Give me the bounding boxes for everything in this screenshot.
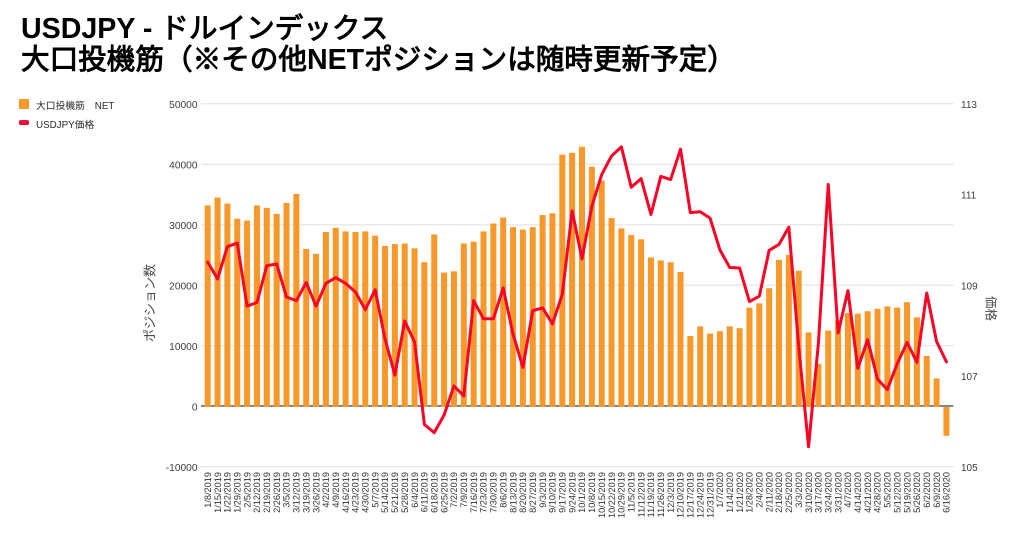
svg-text:7/23/2019: 7/23/2019 — [479, 472, 489, 513]
svg-text:価格: 価格 — [984, 296, 999, 322]
svg-text:7/9/2019: 7/9/2019 — [459, 472, 469, 508]
svg-text:3/10/2020: 3/10/2020 — [804, 472, 814, 513]
svg-text:12/31/2019: 12/31/2019 — [705, 472, 715, 518]
svg-text:11/19/2019: 11/19/2019 — [646, 472, 656, 517]
svg-text:6/16/2020: 6/16/2020 — [942, 472, 952, 513]
svg-text:2/19/2019: 2/19/2019 — [262, 472, 272, 513]
svg-text:6/9/2020: 6/9/2020 — [932, 472, 942, 508]
svg-text:1/22/2019: 1/22/2019 — [223, 472, 233, 513]
svg-text:3/26/2019: 3/26/2019 — [311, 472, 321, 513]
svg-text:10/8/2019: 10/8/2019 — [587, 472, 597, 513]
svg-text:2/18/2020: 2/18/2020 — [774, 472, 784, 513]
svg-text:7/16/2019: 7/16/2019 — [469, 472, 479, 513]
svg-text:1/15/2019: 1/15/2019 — [213, 472, 223, 513]
svg-text:40000: 40000 — [169, 161, 198, 172]
svg-text:6/25/2019: 6/25/2019 — [439, 472, 449, 513]
svg-text:9/24/2019: 9/24/2019 — [567, 472, 577, 513]
svg-text:8/27/2019: 8/27/2019 — [528, 472, 538, 513]
svg-text:8/20/2019: 8/20/2019 — [518, 472, 528, 513]
svg-text:2/11/2020: 2/11/2020 — [764, 472, 774, 512]
svg-text:10/1/2019: 10/1/2019 — [577, 472, 587, 513]
svg-text:50000: 50000 — [169, 100, 198, 111]
svg-text:7/2/2019: 7/2/2019 — [449, 472, 459, 508]
svg-text:107: 107 — [961, 372, 978, 383]
svg-text:5/12/2020: 5/12/2020 — [892, 472, 902, 513]
svg-text:20000: 20000 — [169, 282, 198, 293]
svg-text:2/25/2020: 2/25/2020 — [784, 472, 794, 513]
svg-text:4/23/2019: 4/23/2019 — [351, 472, 361, 513]
svg-text:2/12/2019: 2/12/2019 — [252, 472, 262, 513]
svg-text:5/21/2019: 5/21/2019 — [390, 472, 400, 513]
svg-text:6/11/2019: 6/11/2019 — [420, 472, 430, 512]
svg-text:6/4/2019: 6/4/2019 — [410, 472, 420, 508]
svg-text:1/28/2020: 1/28/2020 — [745, 472, 755, 513]
svg-text:4/30/2019: 4/30/2019 — [361, 472, 371, 513]
svg-text:11/12/2019: 11/12/2019 — [636, 472, 646, 517]
svg-text:5/5/2020: 5/5/2020 — [883, 472, 893, 508]
svg-text:9/17/2019: 9/17/2019 — [558, 472, 568, 513]
svg-text:5/26/2020: 5/26/2020 — [912, 472, 922, 513]
svg-text:9/3/2019: 9/3/2019 — [538, 472, 548, 508]
svg-text:4/16/2019: 4/16/2019 — [341, 472, 351, 513]
svg-text:-10000: -10000 — [166, 463, 198, 474]
svg-text:1/8/2019: 1/8/2019 — [203, 472, 213, 508]
svg-text:4/28/2020: 4/28/2020 — [873, 472, 883, 513]
svg-text:12/17/2019: 12/17/2019 — [686, 472, 696, 518]
svg-text:12/3/2019: 12/3/2019 — [666, 472, 676, 513]
svg-text:113: 113 — [961, 100, 977, 111]
svg-text:1/29/2019: 1/29/2019 — [232, 472, 242, 513]
svg-text:8/6/2019: 8/6/2019 — [498, 472, 508, 508]
svg-text:3/24/2020: 3/24/2020 — [823, 472, 833, 513]
svg-text:5/14/2019: 5/14/2019 — [380, 472, 390, 513]
svg-text:4/9/2019: 4/9/2019 — [331, 472, 341, 508]
svg-text:12/10/2019: 12/10/2019 — [676, 472, 686, 518]
svg-text:10/29/2019: 10/29/2019 — [617, 472, 627, 518]
svg-text:3/17/2020: 3/17/2020 — [814, 472, 824, 513]
svg-text:11/26/2019: 11/26/2019 — [656, 472, 666, 517]
svg-text:4/2/2019: 4/2/2019 — [321, 472, 331, 508]
svg-text:5/28/2019: 5/28/2019 — [400, 472, 410, 513]
svg-text:6/18/2019: 6/18/2019 — [429, 472, 439, 513]
svg-text:30000: 30000 — [169, 221, 198, 232]
svg-text:109: 109 — [961, 281, 978, 292]
svg-text:105: 105 — [961, 463, 978, 474]
svg-text:9/10/2019: 9/10/2019 — [548, 472, 558, 513]
svg-text:3/3/2020: 3/3/2020 — [794, 472, 804, 508]
svg-text:ポジション数: ポジション数 — [143, 264, 158, 342]
svg-text:10/22/2019: 10/22/2019 — [607, 472, 617, 518]
svg-text:3/31/2020: 3/31/2020 — [833, 472, 843, 513]
svg-text:5/7/2019: 5/7/2019 — [370, 472, 380, 508]
svg-text:4/7/2020: 4/7/2020 — [843, 472, 853, 508]
svg-text:1/14/2020: 1/14/2020 — [725, 472, 735, 513]
svg-text:1/21/2020: 1/21/2020 — [735, 472, 745, 513]
svg-text:0: 0 — [192, 403, 198, 414]
svg-text:7/30/2019: 7/30/2019 — [489, 472, 499, 513]
svg-text:6/2/2020: 6/2/2020 — [922, 472, 932, 508]
svg-text:2/5/2019: 2/5/2019 — [242, 472, 252, 508]
svg-text:3/5/2019: 3/5/2019 — [282, 472, 292, 508]
svg-text:2/26/2019: 2/26/2019 — [272, 472, 282, 513]
svg-text:111: 111 — [961, 191, 977, 202]
svg-text:3/19/2019: 3/19/2019 — [301, 472, 311, 513]
svg-text:10/15/2019: 10/15/2019 — [597, 472, 607, 518]
svg-text:5/19/2020: 5/19/2020 — [902, 472, 912, 513]
svg-text:12/24/2019: 12/24/2019 — [695, 472, 705, 518]
svg-text:4/14/2020: 4/14/2020 — [853, 472, 863, 513]
svg-text:4/21/2020: 4/21/2020 — [863, 472, 873, 513]
svg-text:8/13/2019: 8/13/2019 — [508, 472, 518, 513]
svg-text:11/5/2019: 11/5/2019 — [626, 472, 636, 512]
svg-text:3/12/2019: 3/12/2019 — [292, 472, 302, 513]
svg-text:10000: 10000 — [169, 342, 198, 353]
svg-text:1/7/2020: 1/7/2020 — [715, 472, 725, 508]
svg-text:2/4/2020: 2/4/2020 — [755, 472, 765, 508]
